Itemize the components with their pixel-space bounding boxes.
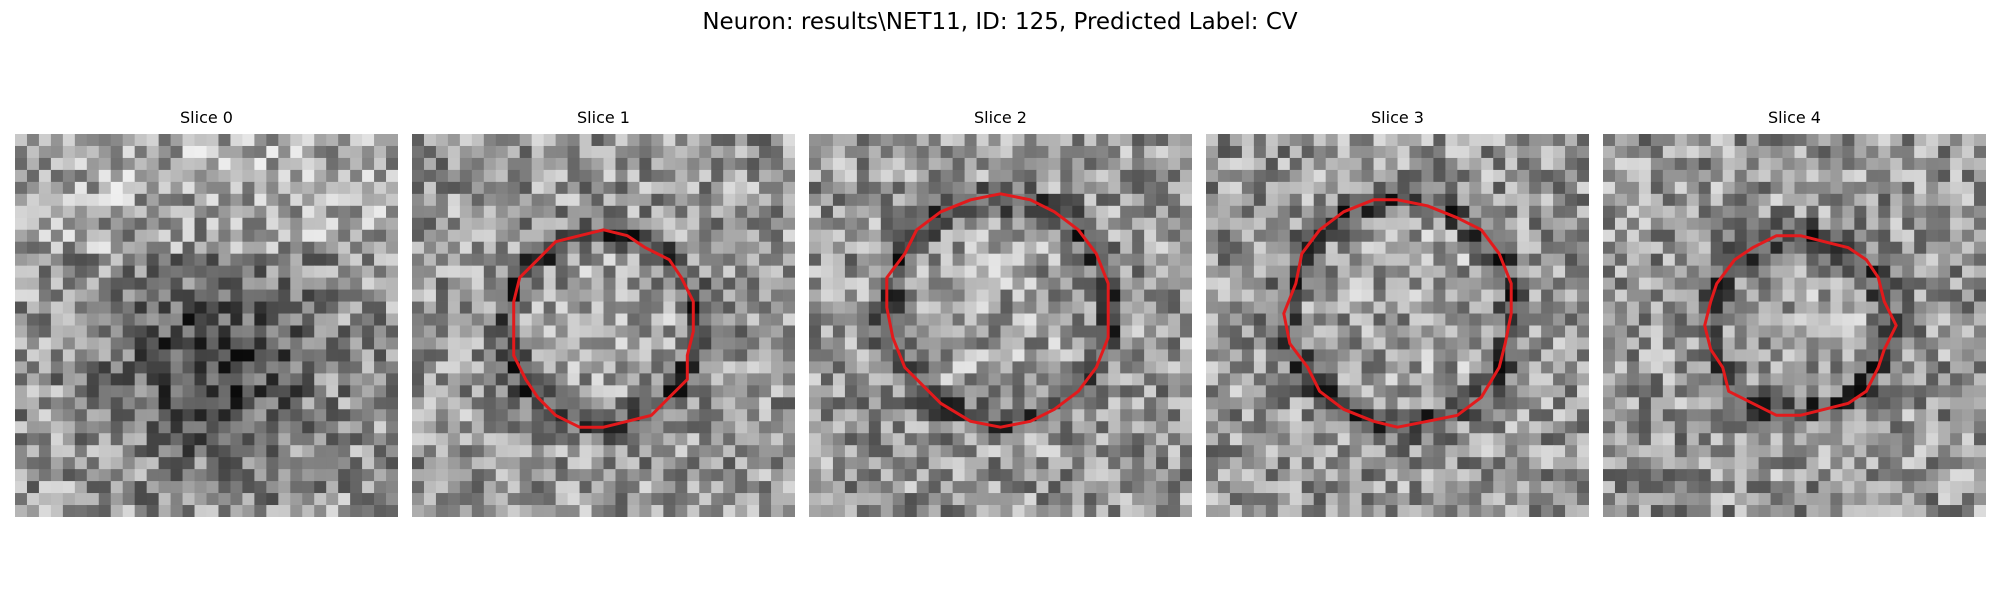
segmentation-contour (1703, 234, 1898, 417)
segmentation-contour (512, 228, 695, 429)
slice-image-2 (809, 134, 1192, 517)
segmentation-contour (1282, 198, 1513, 429)
slice-image-4 (1603, 134, 1986, 517)
slice-title: Slice 4 (1768, 108, 1821, 127)
slice-image-1 (412, 134, 795, 517)
slice-image-3 (1206, 134, 1589, 517)
figure-title: Neuron: results\NET11, ID: 125, Predicte… (702, 9, 1298, 35)
slice-title: Slice 3 (1371, 108, 1424, 127)
slice-title: Slice 1 (577, 108, 630, 127)
slice-title: Slice 0 (180, 108, 233, 127)
slice-image-0 (15, 134, 398, 517)
segmentation-contour (885, 192, 1110, 429)
slice-title: Slice 2 (974, 108, 1027, 127)
